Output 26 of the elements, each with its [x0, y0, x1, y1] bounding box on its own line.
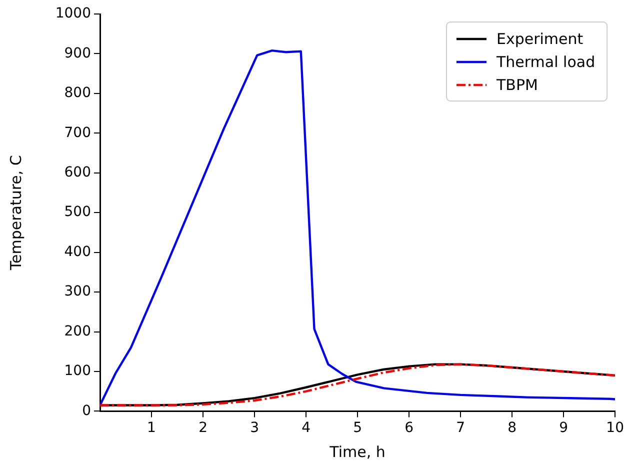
- x-tick-label: 5: [353, 420, 362, 436]
- x-tick-label: 3: [250, 420, 259, 436]
- x-tick-label: 8: [508, 420, 517, 436]
- x-tick-label: 9: [559, 420, 568, 436]
- x-tick-label: 10: [606, 420, 624, 436]
- y-tick-label: 200: [64, 323, 91, 340]
- legend-label: TBPM: [495, 76, 538, 94]
- y-tick-label: 100: [64, 363, 91, 380]
- y-axis-title: Temperature, C: [6, 155, 25, 272]
- y-tick-label: 0: [82, 402, 91, 419]
- y-tick-label: 600: [64, 164, 91, 181]
- x-tick-label: 4: [302, 420, 311, 436]
- y-tick-label: 900: [64, 45, 91, 62]
- x-tick-label: 7: [456, 420, 466, 436]
- y-tick-label: 500: [64, 204, 91, 220]
- y-tick-label: 700: [64, 124, 91, 141]
- x-tick-label: 2: [198, 420, 208, 436]
- x-axis-title: Time, h: [328, 442, 386, 461]
- y-tick-label: 800: [64, 85, 91, 102]
- legend-label: Thermal load: [495, 52, 596, 71]
- x-tick-label: 6: [404, 420, 414, 436]
- legend-label: Experiment: [496, 30, 584, 48]
- x-tick-label: 1: [147, 420, 156, 436]
- y-tick-label: 1000: [55, 6, 91, 22]
- y-tick-label: 400: [64, 244, 91, 260]
- y-tick-label: 300: [64, 284, 91, 300]
